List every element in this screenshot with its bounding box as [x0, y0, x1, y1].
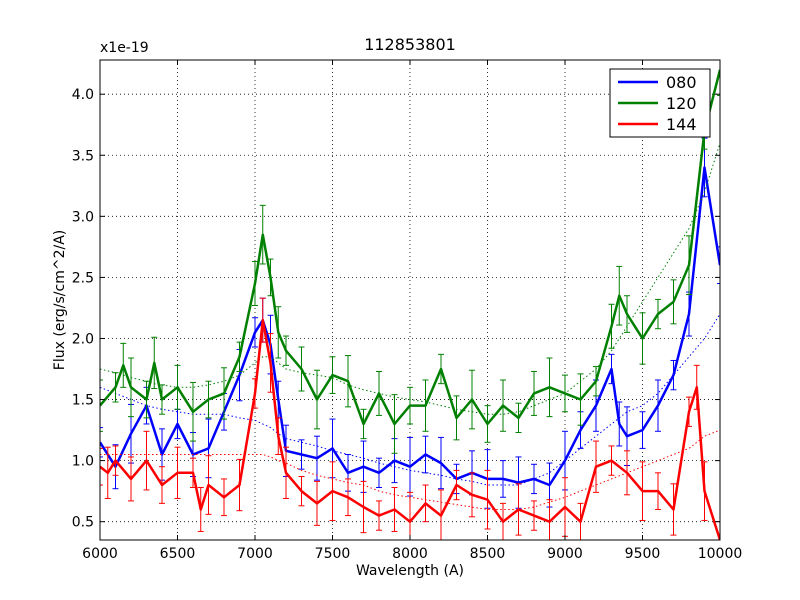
series-144-line: [100, 318, 720, 540]
y-tick-label: 1.5: [72, 393, 94, 409]
chart-title: 112853801: [364, 35, 456, 54]
x-axis-label: Wavelength (A): [356, 563, 464, 579]
x-tick-label: 8000: [392, 546, 428, 562]
series-080-trend-line: [100, 313, 720, 486]
y-tick-label: 1.0: [72, 454, 94, 470]
x-tick-label: 9000: [547, 546, 583, 562]
legend-label-080: 080: [666, 73, 697, 92]
y-tick-label: 2.0: [72, 331, 94, 347]
y-tick-label: 2.5: [72, 270, 94, 286]
legend-label-144: 144: [666, 115, 697, 134]
y-tick-label: 0.5: [72, 515, 94, 531]
legend-label-120: 120: [666, 94, 697, 113]
legend: 080 120 144: [609, 68, 711, 138]
series-080-line: [100, 166, 720, 487]
y-multiplier-label: x1e-19: [100, 40, 149, 56]
y-axis-label: Flux (erg/s/cm^2/A): [52, 230, 68, 370]
series-120: [100, 60, 720, 454]
y-tick-label: 3.5: [72, 148, 94, 164]
x-tick-label: 7000: [237, 546, 273, 562]
x-tick-label: 8500: [470, 546, 506, 562]
series-120-line: [100, 69, 720, 426]
x-tick-label: 9500: [625, 546, 661, 562]
x-tick-label: 6000: [82, 546, 118, 562]
axis-ticks: 6000 6500 7000 7500 8000 8500 9000 9500 10000 0.5…: [72, 60, 743, 562]
plot-area: [100, 60, 720, 540]
series-144-trend-line: [100, 429, 720, 510]
y-tick-label: 3.0: [72, 209, 94, 225]
series-120-trend-line: [100, 142, 720, 415]
x-tick-label: 7500: [315, 546, 351, 562]
y-tick-label: 4.0: [72, 87, 94, 103]
series-144: [100, 297, 720, 540]
x-tick-label: 6500: [160, 546, 196, 562]
x-tick-label: 10000: [698, 546, 743, 562]
